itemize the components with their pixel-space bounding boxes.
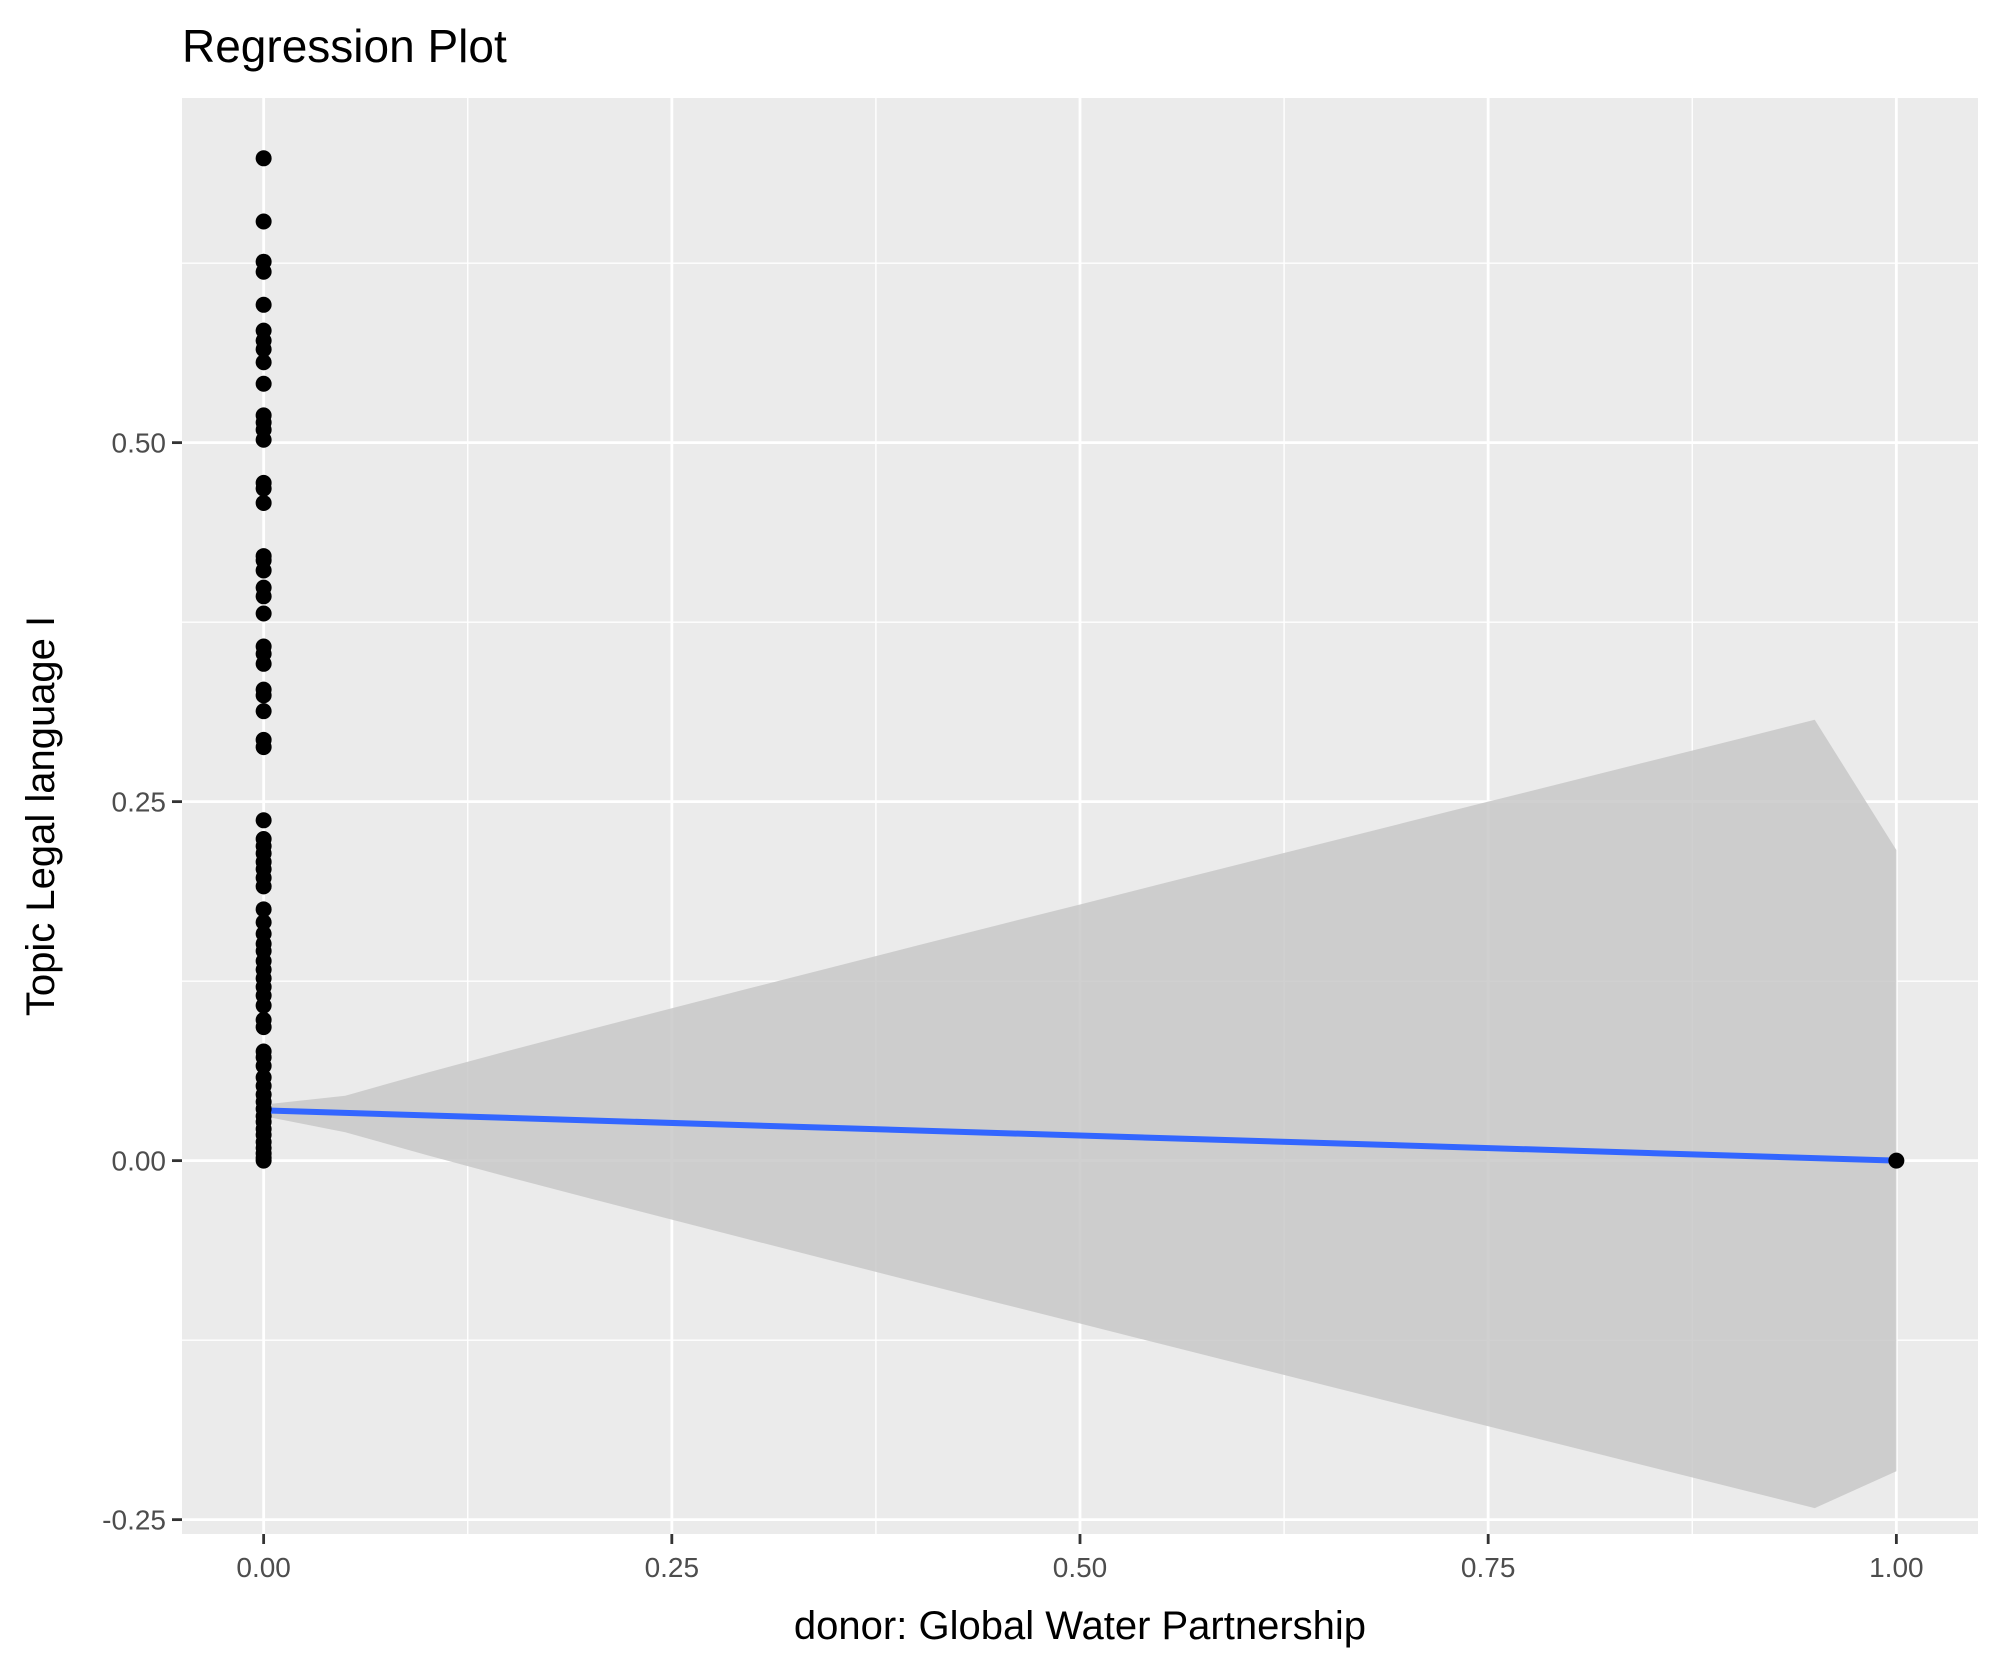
- x-tick-label: 1.00: [1869, 1552, 1924, 1583]
- data-point: [255, 1152, 272, 1169]
- data-point: [255, 213, 272, 230]
- y-tick-label: 0.25: [112, 787, 167, 818]
- x-tick-label: 0.75: [1461, 1552, 1516, 1583]
- x-tick-label: 0.50: [1053, 1552, 1108, 1583]
- chart-title: Regression Plot: [182, 20, 507, 72]
- data-point: [255, 901, 272, 918]
- data-point: [255, 562, 272, 579]
- data-point: [255, 914, 272, 931]
- data-point: [255, 354, 272, 371]
- data-point: [255, 588, 272, 605]
- regression-line: [263, 1107, 1897, 1164]
- data-point: [255, 655, 272, 672]
- y-tick-label: -0.25: [102, 1505, 166, 1536]
- data-point: [255, 341, 272, 358]
- y-axis-title: Topic Legal language I: [19, 616, 63, 1016]
- fit-line-layer: [263, 1107, 1897, 1164]
- y-tick-label: 0.00: [112, 1146, 167, 1177]
- data-point: [255, 605, 272, 622]
- data-point: [255, 878, 272, 895]
- x-tick-label: 0.25: [645, 1552, 700, 1583]
- data-point: [255, 494, 272, 511]
- data-point: [255, 703, 272, 720]
- data-point: [255, 1019, 272, 1036]
- axes: 0.00 0.25 0.50 0.75 1.00 -0.25 0.00 0.25 0.50: [102, 428, 1923, 1583]
- data-point: [255, 1057, 272, 1074]
- data-point: [255, 375, 272, 392]
- y-tick-label: 0.50: [112, 428, 167, 459]
- confidence-band: [263, 719, 1897, 1509]
- data-point: [255, 739, 272, 756]
- data-point: [255, 480, 272, 497]
- data-points: [255, 150, 1905, 1169]
- confidence-band-layer: [263, 719, 1897, 1509]
- data-point: [255, 997, 272, 1014]
- data-point: [255, 431, 272, 448]
- data-point: [1888, 1152, 1905, 1169]
- x-tick-label: 0.00: [236, 1552, 291, 1583]
- data-point: [255, 296, 272, 313]
- data-point: [255, 812, 272, 829]
- data-point: [255, 263, 272, 280]
- data-point: [255, 687, 272, 704]
- x-axis-title: donor: Global Water Partnership: [794, 1604, 1366, 1648]
- data-point: [255, 150, 272, 167]
